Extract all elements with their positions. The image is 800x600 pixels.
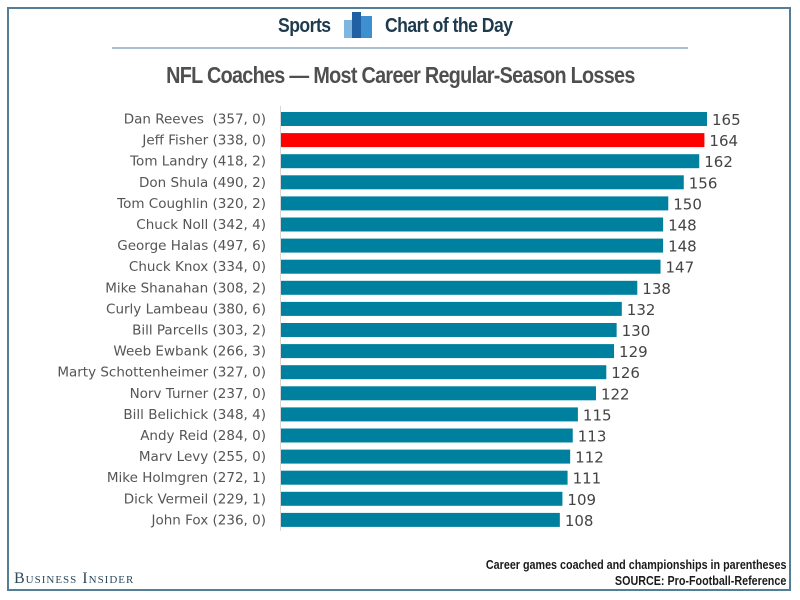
category-label: Tom Coughlin (320, 2) bbox=[116, 196, 266, 212]
chart-header: Sports Chart of the Day bbox=[0, 12, 800, 44]
chart-title: NFL Coaches — Most Career Regular-Season… bbox=[0, 62, 800, 89]
data-label: 111 bbox=[573, 470, 602, 488]
data-label: 108 bbox=[565, 512, 594, 530]
bar bbox=[281, 428, 573, 443]
data-label: 148 bbox=[668, 238, 697, 256]
data-label: 164 bbox=[709, 132, 738, 150]
category-label: Dick Vermeil (229, 1) bbox=[124, 491, 266, 507]
bar bbox=[281, 449, 571, 464]
bar bbox=[281, 386, 596, 401]
chart-title-text: NFL Coaches — Most Career Regular-Season… bbox=[165, 62, 635, 88]
bar-highlighted bbox=[281, 133, 705, 148]
bar bbox=[281, 154, 700, 169]
category-label: Chuck Noll (342, 4) bbox=[136, 217, 266, 233]
bar bbox=[281, 470, 568, 485]
data-label: 112 bbox=[575, 449, 604, 467]
data-label: 150 bbox=[673, 195, 702, 213]
data-label: 162 bbox=[704, 153, 733, 171]
data-label: 148 bbox=[668, 217, 697, 235]
category-label: Curly Lambeau (380, 6) bbox=[106, 301, 266, 317]
category-label: Jeff Fisher (338, 0) bbox=[141, 133, 266, 149]
bar bbox=[281, 301, 622, 316]
data-label: 126 bbox=[611, 364, 640, 382]
bar bbox=[281, 365, 607, 380]
category-label: Bill Parcells (303, 2) bbox=[132, 323, 266, 339]
data-label: 147 bbox=[666, 259, 695, 277]
data-label: 132 bbox=[627, 301, 656, 319]
bar bbox=[281, 344, 615, 359]
bar bbox=[281, 280, 638, 295]
bar bbox=[281, 491, 563, 506]
category-label: Dan Reeves (357, 0) bbox=[124, 112, 266, 128]
bar bbox=[281, 238, 664, 253]
category-label: Marty Schottenheimer (327, 0) bbox=[57, 365, 266, 381]
section-label: Sports bbox=[278, 15, 331, 37]
bar bbox=[281, 323, 617, 337]
bar bbox=[281, 112, 707, 126]
bar bbox=[281, 407, 578, 422]
source-note: SOURCE: Pro-Football-Reference bbox=[614, 574, 786, 588]
data-label: 122 bbox=[601, 385, 630, 403]
category-label: Andy Reid (284, 0) bbox=[140, 428, 266, 444]
data-label: 165 bbox=[712, 111, 741, 129]
category-label: John Fox (236, 0) bbox=[150, 512, 266, 528]
header-divider bbox=[112, 47, 688, 49]
category-label: Weeb Ewbank (266, 3) bbox=[113, 344, 266, 360]
bar bbox=[281, 512, 560, 527]
data-label: 113 bbox=[578, 428, 607, 446]
data-label: 109 bbox=[567, 491, 596, 509]
series-label: Chart of the Day bbox=[385, 15, 513, 37]
category-label: George Halas (497, 6) bbox=[117, 238, 266, 254]
data-label: 129 bbox=[619, 343, 648, 361]
category-label: Don Shula (490, 2) bbox=[139, 175, 266, 191]
footnote: Career games coached and championships i… bbox=[485, 558, 786, 572]
bar-chart-icon bbox=[344, 12, 372, 38]
category-label: Mike Shanahan (308, 2) bbox=[105, 280, 266, 296]
bar bbox=[281, 175, 684, 190]
category-label: Chuck Knox (334, 0) bbox=[129, 259, 266, 275]
category-label: Bill Belichick (348, 4) bbox=[123, 407, 266, 423]
category-label: Marv Levy (255, 0) bbox=[139, 449, 266, 465]
category-label: Mike Holmgren (272, 1) bbox=[107, 470, 266, 486]
data-label: 138 bbox=[642, 280, 671, 298]
data-label: 130 bbox=[622, 322, 651, 340]
brand-logo: Business Insider bbox=[14, 570, 135, 587]
bar bbox=[281, 217, 664, 232]
category-label: Tom Landry (418, 2) bbox=[129, 154, 266, 170]
data-label: 156 bbox=[689, 174, 718, 192]
bar bbox=[281, 196, 669, 211]
bar bbox=[281, 259, 661, 274]
data-label: 115 bbox=[583, 406, 612, 424]
category-label: Norv Turner (237, 0) bbox=[130, 386, 266, 402]
